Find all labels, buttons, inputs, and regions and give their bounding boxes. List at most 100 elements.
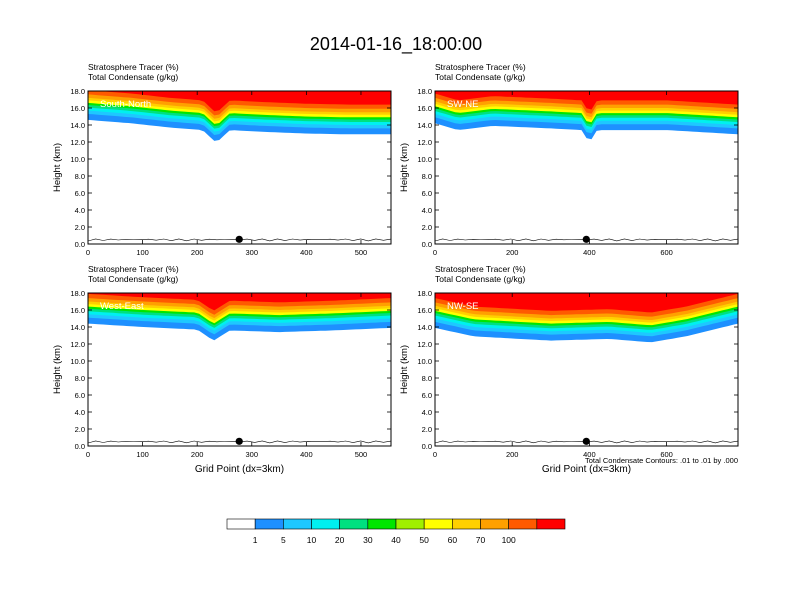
colorbar-swatch xyxy=(339,518,369,530)
y-tick-label: 0.0 xyxy=(75,442,85,451)
panel-subtitle-tracer: Stratosphere Tracer (%) xyxy=(88,264,179,274)
y-tick-label: 6.0 xyxy=(422,189,432,198)
colorbar-label: 40 xyxy=(391,535,401,545)
x-axis-label: Grid Point (dx=3km) xyxy=(542,464,631,475)
x-tick-label: 300 xyxy=(246,248,259,257)
colorbar-label: 50 xyxy=(419,535,429,545)
colorbar-label: 60 xyxy=(448,535,458,545)
colorbar-label: 30 xyxy=(363,535,373,545)
y-tick-label: 10.0 xyxy=(70,357,85,366)
panel-subtitle-tracer: Stratosphere Tracer (%) xyxy=(88,62,179,72)
tracer-band-9 xyxy=(435,293,738,313)
plot-area xyxy=(88,293,391,446)
panel-subtitle-tracer: Stratosphere Tracer (%) xyxy=(435,62,526,72)
x-axis-label: Grid Point (dx=3km) xyxy=(195,464,284,475)
y-tick-label: 8.0 xyxy=(75,374,85,383)
x-tick-label: 400 xyxy=(300,248,313,257)
location-marker xyxy=(582,437,590,445)
y-tick-label: 18.0 xyxy=(417,87,432,96)
cross-section-label: South-North xyxy=(100,99,151,110)
colorbar-label: 1 xyxy=(253,535,258,545)
panel-subtitle-tracer: Stratosphere Tracer (%) xyxy=(435,264,526,274)
x-tick-label: 200 xyxy=(506,450,519,459)
y-tick-label: 4.0 xyxy=(75,206,85,215)
plot-frame xyxy=(434,90,739,245)
y-tick-label: 2.0 xyxy=(422,425,432,434)
x-tick-label: 200 xyxy=(191,248,204,257)
colorbar-swatch xyxy=(395,518,425,530)
y-tick-label: 8.0 xyxy=(75,172,85,181)
colorbar-label: 20 xyxy=(335,535,345,545)
y-tick-label: 14.0 xyxy=(417,323,432,332)
panel-subtitle-condensate: Total Condensate (g/kg) xyxy=(88,274,178,284)
x-tick-label: 500 xyxy=(355,450,368,459)
y-tick-label: 12.0 xyxy=(70,340,85,349)
cross-section-label: NW-SE xyxy=(447,301,479,312)
y-tick-label: 16.0 xyxy=(417,104,432,113)
plot-frame xyxy=(87,292,392,447)
colorbar-swatch xyxy=(480,518,509,530)
y-tick-label: 10.0 xyxy=(417,155,432,164)
panel-subtitle-condensate: Total Condensate (g/kg) xyxy=(88,72,178,82)
colorbar-swatch xyxy=(283,518,312,530)
x-tick-label: 0 xyxy=(433,450,437,459)
tracer-band-9 xyxy=(435,91,738,110)
y-axis-label: Height (km) xyxy=(52,345,63,394)
colorbar-swatch xyxy=(367,518,397,530)
colorbar-swatch xyxy=(536,518,566,530)
colorbar-label: 10 xyxy=(307,535,317,545)
panel-top-left: 0.0 2.0 4.0 6.0 8.0 10.0 12.0 14.0 16.0 18.0 0 100 2… xyxy=(52,62,392,257)
y-tick-label: 12.0 xyxy=(417,138,432,147)
plot-frame xyxy=(434,292,739,447)
y-tick-label: 0.0 xyxy=(422,442,432,451)
y-tick-label: 14.0 xyxy=(417,121,432,130)
colorbar-label: 70 xyxy=(476,535,486,545)
panel-top-right: 0.0 2.0 4.0 6.0 8.0 10.0 12.0 14.0 16.0 18.0 0 200 4… xyxy=(399,62,739,257)
x-tick-label: 0 xyxy=(433,248,437,257)
y-tick-label: 14.0 xyxy=(70,323,85,332)
y-tick-label: 2.0 xyxy=(75,223,85,232)
y-tick-label: 0.0 xyxy=(75,240,85,249)
colorbar-swatch xyxy=(423,518,453,530)
colorbar-swatch xyxy=(254,518,284,530)
x-tick-label: 100 xyxy=(136,450,149,459)
y-tick-label: 4.0 xyxy=(422,206,432,215)
x-tick-label: 300 xyxy=(246,450,259,459)
x-tick-label: 0 xyxy=(86,450,90,459)
x-tick-label: 200 xyxy=(191,450,204,459)
y-axis-label: Height (km) xyxy=(52,143,63,192)
x-tick-label: 200 xyxy=(506,248,519,257)
y-tick-label: 4.0 xyxy=(422,408,432,417)
plot-area xyxy=(435,91,738,244)
panels-group: 0.0 2.0 4.0 6.0 8.0 10.0 12.0 14.0 16.0 18.0 0 100 2… xyxy=(52,62,739,475)
tracer-band-9 xyxy=(88,91,391,112)
y-tick-label: 18.0 xyxy=(417,289,432,298)
x-tick-label: 0 xyxy=(86,248,90,257)
y-tick-label: 18.0 xyxy=(70,87,85,96)
x-tick-label: 400 xyxy=(300,450,313,459)
contour-note: Total Condensate Contours: .01 to .01 by… xyxy=(585,456,738,465)
colorbar-label: 100 xyxy=(502,535,516,545)
y-tick-label: 12.0 xyxy=(417,340,432,349)
y-tick-label: 12.0 xyxy=(70,138,85,147)
colorbar-swatch xyxy=(311,518,340,530)
y-tick-label: 16.0 xyxy=(70,104,85,113)
y-tick-label: 8.0 xyxy=(422,172,432,181)
location-marker xyxy=(582,235,590,243)
location-marker xyxy=(235,437,243,445)
x-tick-label: 600 xyxy=(660,450,673,459)
colorbar-label: 5 xyxy=(281,535,286,545)
y-tick-label: 0.0 xyxy=(422,240,432,249)
cross-section-label: West-East xyxy=(100,301,144,312)
y-tick-label: 6.0 xyxy=(75,391,85,400)
panel-subtitle-condensate: Total Condensate (g/kg) xyxy=(435,274,525,284)
y-tick-label: 4.0 xyxy=(75,408,85,417)
plot-area xyxy=(435,293,738,446)
y-tick-label: 2.0 xyxy=(75,425,85,434)
colorbar-swatch xyxy=(508,518,538,530)
colorbar-swatch xyxy=(226,518,256,530)
x-tick-label: 600 xyxy=(660,248,673,257)
y-tick-label: 6.0 xyxy=(75,189,85,198)
plot-frame xyxy=(87,90,392,245)
y-axis-label: Height (km) xyxy=(399,345,410,394)
